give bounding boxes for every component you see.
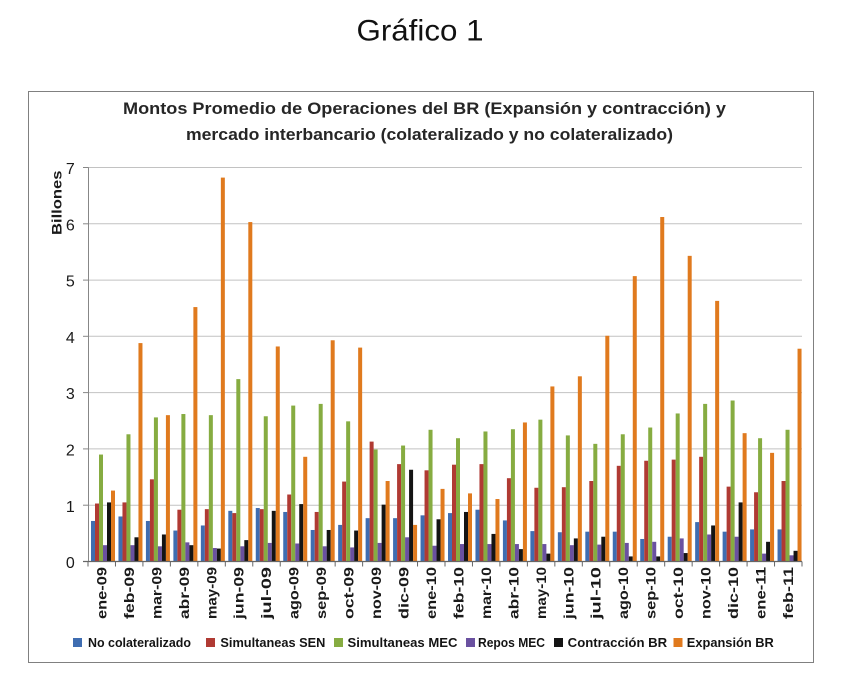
svg-text:Simultaneas SEN: Simultaneas SEN xyxy=(220,635,325,650)
svg-text:dic-10: dic-10 xyxy=(725,567,741,619)
svg-text:feb-09: feb-09 xyxy=(121,567,137,619)
svg-text:abr-10: abr-10 xyxy=(505,567,521,619)
svg-text:3: 3 xyxy=(66,386,75,403)
svg-text:7: 7 xyxy=(66,161,75,178)
svg-text:may-10: may-10 xyxy=(533,567,549,619)
svg-text:ago-10: ago-10 xyxy=(615,567,631,619)
svg-text:sep-09: sep-09 xyxy=(313,567,329,619)
svg-text:nov-10: nov-10 xyxy=(698,567,714,619)
svg-text:6: 6 xyxy=(66,217,75,234)
svg-text:mercado interbancario (colater: mercado interbancario (colateralizado y … xyxy=(186,125,673,144)
svg-text:0: 0 xyxy=(66,555,75,572)
svg-text:ago-09: ago-09 xyxy=(286,567,302,619)
svg-text:jun-10: jun-10 xyxy=(560,567,576,621)
svg-text:abr-09: abr-09 xyxy=(176,567,192,619)
svg-text:Expansión BR: Expansión BR xyxy=(687,635,775,650)
svg-text:ene-10: ene-10 xyxy=(423,567,439,619)
svg-text:feb-10: feb-10 xyxy=(450,567,466,619)
svg-text:jul-09: jul-09 xyxy=(258,567,274,621)
svg-text:nov-09: nov-09 xyxy=(368,567,384,619)
svg-text:1: 1 xyxy=(66,499,75,516)
svg-text:mar-09: mar-09 xyxy=(148,567,164,619)
svg-text:2: 2 xyxy=(66,443,75,460)
svg-text:may-09: may-09 xyxy=(203,567,219,619)
svg-text:sep-10: sep-10 xyxy=(643,567,659,619)
svg-text:4: 4 xyxy=(66,330,75,347)
svg-text:oct-09: oct-09 xyxy=(341,567,357,619)
svg-text:feb-11: feb-11 xyxy=(780,567,796,619)
svg-text:jul-10: jul-10 xyxy=(588,567,604,621)
svg-text:Billones: Billones xyxy=(49,170,65,235)
svg-text:mar-10: mar-10 xyxy=(478,567,494,619)
svg-text:Montos Promedio de Operaciones: Montos Promedio de Operaciones del BR (E… xyxy=(123,99,727,118)
svg-text:ene-09: ene-09 xyxy=(93,567,109,619)
svg-text:Simultaneas MEC: Simultaneas MEC xyxy=(348,635,459,650)
svg-text:Repos MEC: Repos MEC xyxy=(478,635,546,650)
svg-text:dic-09: dic-09 xyxy=(396,567,412,619)
svg-text:5: 5 xyxy=(66,274,75,291)
svg-text:ene-11: ene-11 xyxy=(753,567,769,619)
svg-text:No colateralizado: No colateralizado xyxy=(88,635,191,650)
svg-text:Contracción BR: Contracción BR xyxy=(568,635,668,650)
svg-text:oct-10: oct-10 xyxy=(670,567,686,619)
svg-text:Gráfico 1: Gráfico 1 xyxy=(357,15,484,48)
svg-text:jun-09: jun-09 xyxy=(231,567,247,621)
